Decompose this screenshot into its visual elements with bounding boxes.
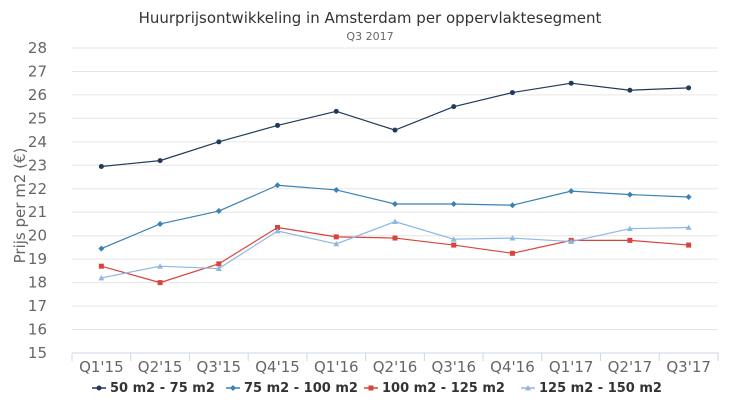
data-point[interactable] bbox=[392, 235, 398, 241]
legend[interactable]: 50 m2 - 75 m2 75 m2 - 100 m2 100 m2 - 125 … bbox=[92, 381, 662, 396]
data-point[interactable] bbox=[98, 274, 105, 281]
data-point[interactable] bbox=[626, 225, 633, 232]
y-tick-label: 17 bbox=[28, 297, 47, 315]
data-point[interactable] bbox=[215, 208, 222, 215]
gridlines bbox=[72, 47, 718, 331]
x-tick-label: Q1'17 bbox=[549, 358, 594, 376]
data-point[interactable] bbox=[275, 122, 281, 128]
data-point[interactable] bbox=[509, 235, 516, 241]
data-point[interactable] bbox=[568, 238, 575, 244]
legend-item[interactable]: 75 m2 - 100 m2 bbox=[226, 381, 358, 396]
data-point[interactable] bbox=[215, 265, 222, 271]
legend-label: 100 m2 - 125 m2 bbox=[382, 381, 505, 396]
data-point[interactable] bbox=[509, 202, 516, 209]
x-tick-label: Q3'17 bbox=[666, 358, 711, 376]
axes: 15 16 17 18 19 20 21 22 23 24 25 26 27 28 Q1'15 Q2'15 Q3… bbox=[11, 39, 719, 376]
y-tick-label: 20 bbox=[28, 227, 47, 245]
data-point[interactable] bbox=[509, 250, 515, 256]
data-point[interactable] bbox=[627, 237, 633, 243]
data-point[interactable] bbox=[627, 87, 633, 93]
legend-label: 75 m2 - 100 m2 bbox=[244, 381, 358, 396]
data-point[interactable] bbox=[333, 240, 340, 247]
y-tick-label: 21 bbox=[28, 203, 47, 221]
legend-swatch-marker bbox=[230, 385, 236, 391]
y-tick-label: 16 bbox=[28, 321, 47, 339]
x-tick-label: Q3'16 bbox=[431, 358, 476, 376]
y-tick-label: 28 bbox=[28, 39, 47, 57]
y-tick-label: 22 bbox=[28, 180, 47, 198]
x-tick-label: Q1'16 bbox=[314, 358, 359, 376]
x-tick-label: Q4'16 bbox=[490, 358, 535, 376]
series-4 bbox=[98, 218, 692, 281]
data-point[interactable] bbox=[275, 224, 281, 230]
data-point[interactable] bbox=[392, 218, 398, 225]
y-tick-label: 26 bbox=[28, 86, 47, 104]
data-point[interactable] bbox=[626, 191, 633, 198]
legend-item[interactable]: 125 m2 - 150 m2 bbox=[521, 381, 662, 396]
legend-swatch-marker bbox=[525, 385, 531, 391]
legend-swatch-marker bbox=[368, 385, 374, 391]
y-tick-label: 25 bbox=[28, 109, 47, 127]
data-point[interactable] bbox=[98, 245, 105, 252]
series-3 bbox=[98, 224, 692, 286]
x-tick-label: Q2'15 bbox=[138, 358, 183, 376]
data-point[interactable] bbox=[451, 242, 457, 248]
data-point[interactable] bbox=[157, 263, 164, 269]
x-tick-label: Q2'16 bbox=[373, 358, 418, 376]
y-tick-label: 19 bbox=[28, 250, 47, 268]
data-point[interactable] bbox=[568, 80, 574, 86]
legend-item[interactable]: 100 m2 - 125 m2 bbox=[364, 381, 505, 396]
series-line[interactable] bbox=[100, 221, 690, 279]
x-tick-label: Q2'17 bbox=[608, 358, 653, 376]
legend-label: 50 m2 - 75 m2 bbox=[110, 381, 215, 396]
legend-swatch-marker bbox=[96, 385, 102, 391]
data-point[interactable] bbox=[392, 127, 398, 133]
data-point[interactable] bbox=[568, 188, 575, 195]
data-point[interactable] bbox=[98, 163, 104, 169]
y-tick-label: 23 bbox=[28, 156, 47, 174]
data-point[interactable] bbox=[509, 90, 515, 96]
data-point[interactable] bbox=[392, 201, 398, 208]
chart-title: Huurprijsontwikkeling in Amsterdam per o… bbox=[139, 9, 602, 27]
series-group bbox=[98, 80, 692, 286]
y-axis-title: Prijs per m2 (€) bbox=[11, 148, 29, 264]
data-point[interactable] bbox=[157, 280, 163, 286]
chart-subtitle: Q3 2017 bbox=[346, 30, 393, 43]
data-point[interactable] bbox=[274, 182, 281, 189]
y-tick-label: 15 bbox=[28, 344, 47, 362]
data-point[interactable] bbox=[333, 186, 340, 193]
data-point[interactable] bbox=[450, 236, 457, 242]
data-point[interactable] bbox=[157, 158, 163, 164]
x-tick-label: Q4'15 bbox=[255, 358, 300, 376]
data-point[interactable] bbox=[686, 242, 692, 248]
data-point[interactable] bbox=[685, 193, 692, 200]
x-tick-label: Q3'15 bbox=[197, 358, 242, 376]
y-tick-label: 18 bbox=[28, 274, 47, 292]
x-tick-label: Q1'15 bbox=[79, 358, 124, 376]
series-1 bbox=[98, 80, 692, 169]
data-point[interactable] bbox=[216, 261, 222, 267]
data-point[interactable] bbox=[450, 201, 457, 208]
y-tick-label: 24 bbox=[28, 133, 47, 151]
legend-label: 125 m2 - 150 m2 bbox=[539, 381, 662, 396]
series-2 bbox=[98, 182, 692, 252]
data-point[interactable] bbox=[274, 228, 281, 234]
data-point[interactable] bbox=[333, 108, 339, 114]
data-point[interactable] bbox=[216, 139, 222, 145]
legend-item[interactable]: 50 m2 - 75 m2 bbox=[92, 381, 215, 396]
data-point[interactable] bbox=[98, 263, 104, 269]
data-point[interactable] bbox=[333, 234, 339, 240]
data-point[interactable] bbox=[451, 104, 457, 110]
data-point[interactable] bbox=[157, 220, 164, 227]
y-tick-label: 27 bbox=[28, 62, 47, 80]
data-point[interactable] bbox=[686, 85, 692, 91]
data-point[interactable] bbox=[685, 224, 692, 230]
series-line[interactable] bbox=[100, 82, 690, 168]
